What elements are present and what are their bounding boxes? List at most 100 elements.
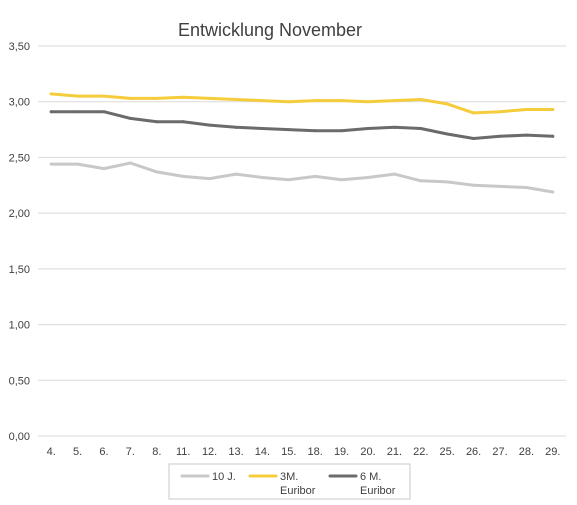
data-point	[102, 94, 106, 98]
chart-title: Entwicklung November	[178, 20, 362, 40]
data-point	[498, 110, 502, 114]
data-point	[76, 162, 80, 166]
data-point	[234, 172, 238, 176]
data-point	[155, 120, 159, 124]
x-tick-label: 7.	[126, 446, 135, 458]
data-point	[76, 94, 80, 98]
y-tick-label: 2,50	[9, 152, 30, 164]
y-tick-label: 0,50	[9, 375, 30, 387]
data-point	[49, 92, 53, 96]
x-tick-label: 14.	[255, 446, 270, 458]
y-tick-label: 2,00	[9, 208, 30, 220]
data-point	[524, 108, 528, 112]
data-point	[287, 128, 291, 132]
data-point	[313, 99, 317, 103]
data-point	[181, 95, 185, 99]
y-tick-label: 3,00	[9, 97, 30, 109]
data-point	[181, 174, 185, 178]
x-tick-label: 13.	[228, 446, 243, 458]
x-axis-ticks: 4. 5. 6. 7. 8. 11. 12. 13. 14. 15. 18. 19. 20. 21. 22.…	[47, 446, 561, 458]
data-point	[419, 126, 423, 130]
data-point	[366, 175, 370, 179]
data-point	[524, 186, 528, 190]
data-point	[445, 102, 449, 106]
y-axis-ticks: 0,00 0,50 1,00 1,50 2,00 2,50 3,00 3,50	[9, 41, 30, 443]
data-point	[155, 96, 159, 100]
series-line	[49, 110, 555, 140]
x-tick-label: 11.	[176, 446, 190, 458]
x-tick-label: 21.	[387, 446, 402, 458]
data-point	[551, 190, 555, 194]
data-point	[287, 178, 291, 182]
x-tick-label: 15.	[281, 446, 296, 458]
y-tick-label: 1,50	[9, 264, 30, 276]
data-point	[498, 184, 502, 188]
data-point	[340, 129, 344, 133]
data-point	[208, 177, 212, 181]
data-point	[498, 134, 502, 138]
x-tick-label: 27.	[492, 446, 507, 458]
data-point	[208, 96, 212, 100]
data-point	[392, 125, 396, 129]
data-point	[392, 99, 396, 103]
legend-label: 3M. Euribor	[280, 471, 316, 497]
x-tick-label: 4.	[47, 446, 56, 458]
data-point	[340, 178, 344, 182]
data-point	[102, 110, 106, 114]
data-point	[234, 125, 238, 129]
x-tick-label: 20.	[360, 446, 375, 458]
data-point	[366, 126, 370, 130]
x-tick-label: 22.	[413, 446, 428, 458]
data-point	[419, 179, 423, 183]
data-point	[524, 133, 528, 137]
data-point	[155, 170, 159, 174]
x-tick-label: 5.	[73, 446, 82, 458]
data-point	[234, 97, 238, 101]
x-tick-label: 8.	[152, 446, 161, 458]
x-tick-label: 28.	[519, 446, 534, 458]
data-point	[472, 136, 476, 140]
x-tick-label: 18.	[308, 446, 323, 458]
data-point	[102, 167, 106, 171]
data-point	[181, 120, 185, 124]
data-point	[128, 96, 132, 100]
data-point	[472, 111, 476, 115]
data-point	[208, 123, 212, 127]
legend-label: 6 M. Euribor	[360, 471, 396, 497]
x-tick-label: 29.	[545, 446, 560, 458]
data-point	[340, 99, 344, 103]
series-line	[49, 161, 555, 194]
series-line	[49, 92, 555, 115]
data-point	[287, 100, 291, 104]
legend: 10 J. 3M. Euribor 6 M. Euribor	[168, 463, 411, 500]
x-tick-label: 19.	[334, 446, 349, 458]
data-point	[128, 116, 132, 120]
series-lines	[49, 92, 555, 194]
data-point	[472, 183, 476, 187]
data-point	[49, 110, 53, 114]
data-point	[128, 161, 132, 165]
data-point	[260, 99, 264, 103]
x-tick-label: 6.	[99, 446, 108, 458]
data-point	[551, 108, 555, 112]
data-point	[76, 110, 80, 114]
data-point	[313, 129, 317, 133]
legend-label: 10 J.	[212, 471, 236, 483]
x-tick-label: 12.	[202, 446, 217, 458]
gridlines	[38, 45, 566, 437]
data-point	[445, 132, 449, 136]
data-point	[260, 175, 264, 179]
x-tick-label: 25.	[440, 446, 455, 458]
x-tick-label: 26.	[466, 446, 481, 458]
data-point	[419, 97, 423, 101]
data-point	[366, 100, 370, 104]
data-point	[445, 180, 449, 184]
y-tick-label: 1,00	[9, 320, 30, 332]
data-point	[49, 162, 53, 166]
data-point	[392, 172, 396, 176]
data-point	[260, 126, 264, 130]
legend-box	[168, 463, 411, 500]
y-tick-label: 3,50	[9, 41, 30, 53]
y-tick-label: 0,00	[9, 431, 30, 443]
